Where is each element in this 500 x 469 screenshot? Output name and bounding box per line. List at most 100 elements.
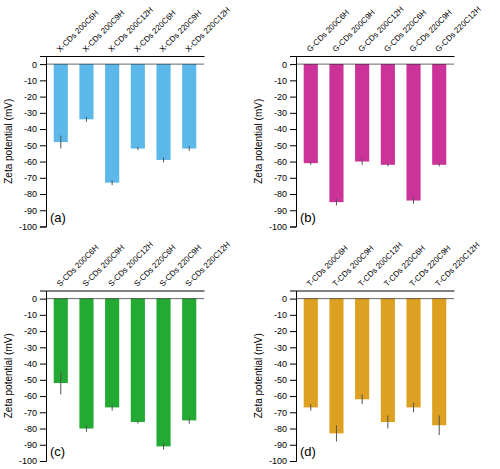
- y-tick-mark: [40, 396, 46, 397]
- y-tick-mark: [40, 299, 46, 300]
- bar: [432, 299, 446, 426]
- y-tick-label: -50: [24, 141, 37, 151]
- x-axis-line: [297, 56, 455, 57]
- bar: [432, 64, 446, 165]
- error-bar: [387, 163, 388, 166]
- y-tick-label: -10: [24, 310, 37, 320]
- y-tick-mark: [40, 380, 46, 381]
- x-tick: T-CDs 220C12H: [434, 240, 482, 288]
- y-tick-mark: [40, 113, 46, 114]
- y-tick: -80: [24, 189, 46, 199]
- bar: [156, 299, 170, 447]
- bar: [406, 64, 420, 200]
- y-tick-mark: [40, 97, 46, 98]
- y-tick-mark: [290, 396, 296, 397]
- error-bar: [336, 425, 337, 441]
- y-tick-mark: [40, 227, 46, 228]
- y-tick: 0: [282, 294, 296, 304]
- error-bar: [362, 394, 363, 404]
- y-tick-mark: [290, 227, 296, 228]
- x-axis: X-CDs 200C6HX-CDs 200C9HX-CDs 200C12HX-C…: [47, 5, 233, 56]
- y-tick-label: -40: [24, 124, 37, 134]
- error-bar: [60, 372, 61, 395]
- bar: [329, 64, 343, 202]
- y-tick: 0: [282, 59, 296, 69]
- y-axis: 0-10-20-30-40-50-60-70-80-90-100: [19, 57, 47, 232]
- baseline: [296, 298, 454, 299]
- y-tick-label: -100: [269, 222, 287, 232]
- y-tick-mark: [40, 178, 46, 179]
- panel: 0-10-20-30-40-50-60-70-80-90-100G-CDs 20…: [253, 5, 483, 232]
- panel-label: (a): [50, 210, 66, 225]
- x-tick-label: G-CDs 220C6H: [382, 8, 428, 54]
- y-tick: -60: [24, 157, 46, 167]
- y-axis-line: [290, 57, 297, 228]
- baseline: [46, 298, 204, 299]
- y-tick-label: 0: [32, 294, 37, 304]
- error-bar: [86, 425, 87, 431]
- y-tick: -30: [274, 108, 296, 118]
- y-tick: -50: [24, 141, 46, 151]
- bar: [105, 64, 119, 183]
- x-axis: G-CDs 200C6HG-CDs 200C9HG-CDs 200C12HG-C…: [297, 5, 483, 57]
- y-tick: -60: [274, 157, 296, 167]
- panel: 0-10-20-30-40-50-60-70-80-90-100X-CDs 20…: [3, 5, 232, 232]
- error-bar: [336, 199, 337, 205]
- bar: [156, 64, 170, 160]
- y-tick: -90: [274, 440, 296, 450]
- y-tick-label: -10: [24, 76, 37, 86]
- y-tick-label: -100: [269, 456, 287, 466]
- y-tick-mark: [290, 145, 296, 146]
- y-axis-line: [40, 291, 47, 462]
- y-tick-label: -30: [24, 343, 37, 353]
- y-tick: -30: [24, 343, 46, 353]
- y-tick-label: -90: [274, 206, 287, 216]
- plot-area: [46, 64, 204, 185]
- bar: [182, 64, 196, 148]
- bar: [355, 299, 369, 400]
- y-tick-label: -100: [19, 222, 37, 232]
- y-axis-line: [290, 291, 297, 462]
- x-tick-label: G-CDs 200C9H: [331, 8, 377, 54]
- error-bar: [439, 163, 440, 166]
- y-tick: -10: [274, 310, 296, 320]
- y-tick: -30: [274, 343, 296, 353]
- bar: [329, 299, 343, 434]
- y-tick: -50: [24, 375, 46, 385]
- plot-area: [296, 299, 454, 442]
- y-tick-mark: [40, 461, 46, 462]
- x-tick: G-CDs 200C6H: [305, 8, 351, 54]
- y-tick: -100: [19, 222, 46, 232]
- error-bar: [362, 158, 363, 164]
- error-bar: [137, 420, 138, 423]
- panel: 0-10-20-30-40-50-60-70-80-90-100T-CDs 20…: [253, 240, 482, 466]
- y-tick-label: -80: [24, 189, 37, 199]
- y-tick: -40: [274, 359, 296, 369]
- bar: [79, 64, 93, 119]
- y-tick: -70: [274, 408, 296, 418]
- y-tick-mark: [290, 429, 296, 430]
- y-tick-label: -20: [274, 326, 287, 336]
- error-bar: [60, 136, 61, 149]
- panel-label: (b): [300, 210, 316, 225]
- y-tick-label: -70: [24, 408, 37, 418]
- y-tick-mark: [290, 299, 296, 300]
- bar: [54, 299, 68, 383]
- error-bar: [310, 404, 311, 410]
- x-axis: T-CDs 200C6HT-CDs 200C9HT-CDs 200C12HT-C…: [297, 240, 482, 291]
- y-tick-label: 0: [32, 59, 37, 69]
- y-tick-label: -10: [274, 310, 287, 320]
- bar: [355, 64, 369, 161]
- bar: [131, 64, 145, 148]
- y-tick: -20: [274, 326, 296, 336]
- panel-label: (c): [50, 444, 65, 459]
- y-tick: -20: [274, 92, 296, 102]
- y-axis: 0-10-20-30-40-50-60-70-80-90-100: [19, 291, 47, 466]
- y-tick-label: -20: [24, 92, 37, 102]
- y-tick-label: -20: [24, 326, 37, 336]
- y-tick: -80: [24, 424, 46, 434]
- y-tick-label: -40: [274, 124, 287, 134]
- y-tick-mark: [290, 178, 296, 179]
- y-tick-label: 0: [282, 294, 287, 304]
- y-tick-mark: [290, 380, 296, 381]
